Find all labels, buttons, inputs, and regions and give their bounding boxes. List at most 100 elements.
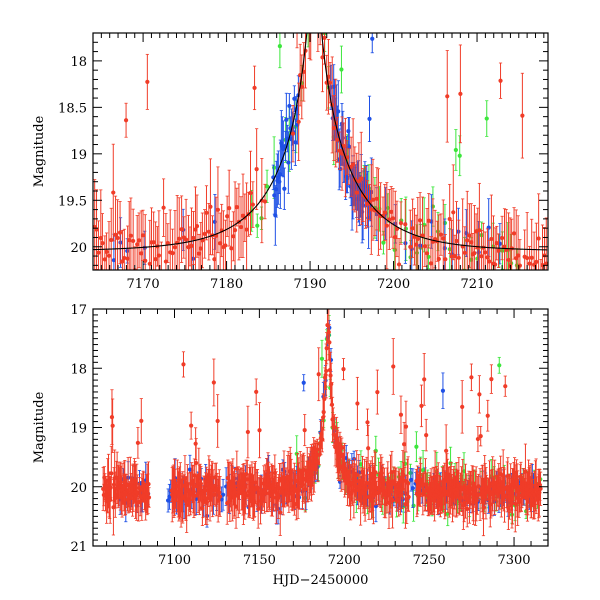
data-point-red [393, 235, 398, 240]
y-tick-label: 18 [70, 55, 87, 70]
data-point-red [467, 233, 472, 238]
data-point-red [447, 216, 452, 222]
data-point-red [478, 434, 483, 439]
data-point-red [234, 204, 239, 210]
data-point-red [354, 190, 359, 195]
data-point-red [194, 460, 199, 466]
data-point-red [296, 119, 301, 124]
plot-area [93, 9, 548, 279]
data-point-red [329, 402, 335, 407]
data-point-green [457, 153, 462, 158]
series-red [101, 309, 543, 537]
data-point-red [323, 372, 328, 378]
data-point-red [424, 433, 429, 438]
data-point-blue [292, 96, 297, 101]
data-point-red [215, 418, 220, 424]
data-point-red [231, 234, 236, 239]
data-point-red [320, 55, 325, 60]
data-point-green [448, 461, 453, 466]
data-point-red [100, 240, 105, 246]
data-point-red [145, 79, 150, 84]
data-point-red [147, 261, 152, 266]
data-point-red [525, 255, 530, 261]
data-point-blue [287, 103, 292, 109]
data-point-green [316, 9, 320, 13]
y-tick-label: 19 [70, 148, 87, 163]
data-point-red [424, 251, 430, 256]
y-axis-title: Magnitude [32, 115, 47, 187]
data-point-blue [340, 135, 345, 141]
data-point-red [295, 23, 299, 27]
plot-area [101, 309, 543, 537]
data-point-red [125, 256, 130, 261]
data-point-red [529, 255, 534, 260]
data-point-red [109, 237, 114, 243]
data-point-green [264, 184, 270, 189]
data-point-blue [408, 477, 414, 482]
data-point-red [396, 262, 402, 267]
data-point-green [277, 44, 282, 49]
data-point-blue [367, 116, 372, 121]
data-point-red [483, 250, 488, 255]
data-point-green [484, 116, 489, 121]
data-point-red [474, 498, 479, 503]
data-point-red [127, 238, 132, 243]
data-point-red [238, 224, 244, 230]
data-point-red [113, 232, 118, 237]
data-point-red [254, 389, 259, 394]
data-point-red [372, 208, 378, 213]
data-point-red [165, 240, 170, 246]
data-point-red [257, 428, 262, 433]
data-point-red [496, 248, 501, 253]
data-point-red [278, 510, 283, 515]
data-point-red [456, 255, 461, 260]
data-point-red [135, 242, 140, 247]
data-point-red [136, 238, 142, 243]
y-tick-label: 19.5 [58, 194, 87, 209]
data-point-green [420, 468, 426, 473]
data-point-red [445, 94, 450, 99]
data-point-green [381, 240, 386, 245]
data-point-red [181, 362, 186, 367]
data-point-red [500, 235, 505, 241]
data-point-red [460, 404, 465, 409]
data-point-red [364, 480, 370, 485]
data-point-red [196, 251, 202, 256]
data-point-red [422, 489, 427, 494]
data-point-red [539, 275, 543, 279]
x-tick-label: 7200 [377, 277, 410, 292]
data-point-red [481, 505, 486, 510]
data-point-red [398, 412, 404, 417]
data-point-red [206, 229, 211, 234]
data-point-red [414, 242, 419, 247]
data-point-red [225, 214, 230, 219]
data-point-red [183, 237, 189, 242]
data-point-red [341, 143, 346, 149]
data-point-red [441, 236, 446, 241]
data-point-red [485, 255, 490, 260]
data-point-blue [476, 250, 481, 255]
data-point-red [102, 257, 107, 262]
data-point-red [302, 427, 307, 433]
data-point-red [120, 259, 125, 264]
data-point-red [179, 227, 184, 232]
data-point-blue [111, 258, 116, 263]
data-point-red [193, 441, 198, 446]
data-point-red [391, 364, 396, 369]
data-point-red [316, 9, 320, 13]
data-point-blue [410, 486, 415, 491]
data-point-red [428, 261, 434, 266]
data-point-blue [370, 36, 375, 41]
data-point-red [472, 251, 477, 256]
data-point-red [115, 235, 120, 241]
data-point-red [198, 246, 203, 251]
data-point-red [544, 261, 548, 266]
data-point-red [227, 206, 232, 211]
data-point-red [443, 257, 448, 262]
data-point-red [473, 229, 479, 234]
data-point-red [398, 220, 404, 226]
data-point-red [212, 257, 217, 262]
data-point-red [370, 197, 376, 202]
data-point-red [194, 224, 200, 229]
